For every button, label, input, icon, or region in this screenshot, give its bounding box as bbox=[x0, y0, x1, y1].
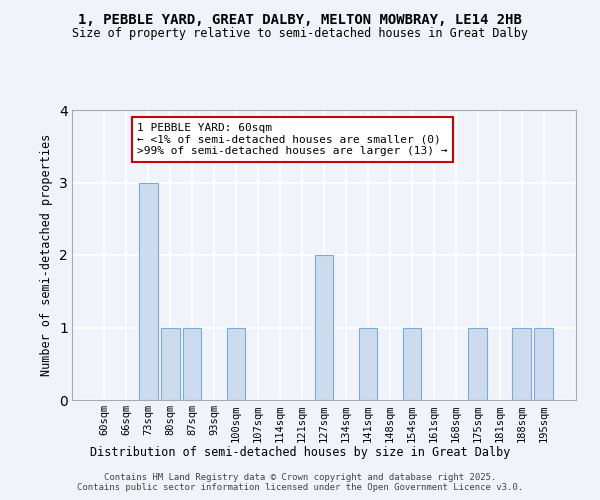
Bar bbox=[227, 328, 245, 400]
Bar bbox=[512, 328, 531, 400]
Text: Distribution of semi-detached houses by size in Great Dalby: Distribution of semi-detached houses by … bbox=[90, 446, 510, 459]
Bar bbox=[469, 328, 487, 400]
Bar bbox=[314, 255, 334, 400]
Bar bbox=[359, 328, 377, 400]
Text: Size of property relative to semi-detached houses in Great Dalby: Size of property relative to semi-detach… bbox=[72, 28, 528, 40]
Text: Contains HM Land Registry data © Crown copyright and database right 2025.
Contai: Contains HM Land Registry data © Crown c… bbox=[77, 473, 523, 492]
Bar bbox=[183, 328, 202, 400]
Bar bbox=[403, 328, 421, 400]
Text: 1 PEBBLE YARD: 60sqm
← <1% of semi-detached houses are smaller (0)
>99% of semi-: 1 PEBBLE YARD: 60sqm ← <1% of semi-detac… bbox=[137, 123, 448, 156]
Bar bbox=[139, 182, 158, 400]
Bar bbox=[161, 328, 179, 400]
Y-axis label: Number of semi-detached properties: Number of semi-detached properties bbox=[40, 134, 53, 376]
Text: 1, PEBBLE YARD, GREAT DALBY, MELTON MOWBRAY, LE14 2HB: 1, PEBBLE YARD, GREAT DALBY, MELTON MOWB… bbox=[78, 12, 522, 26]
Bar bbox=[535, 328, 553, 400]
